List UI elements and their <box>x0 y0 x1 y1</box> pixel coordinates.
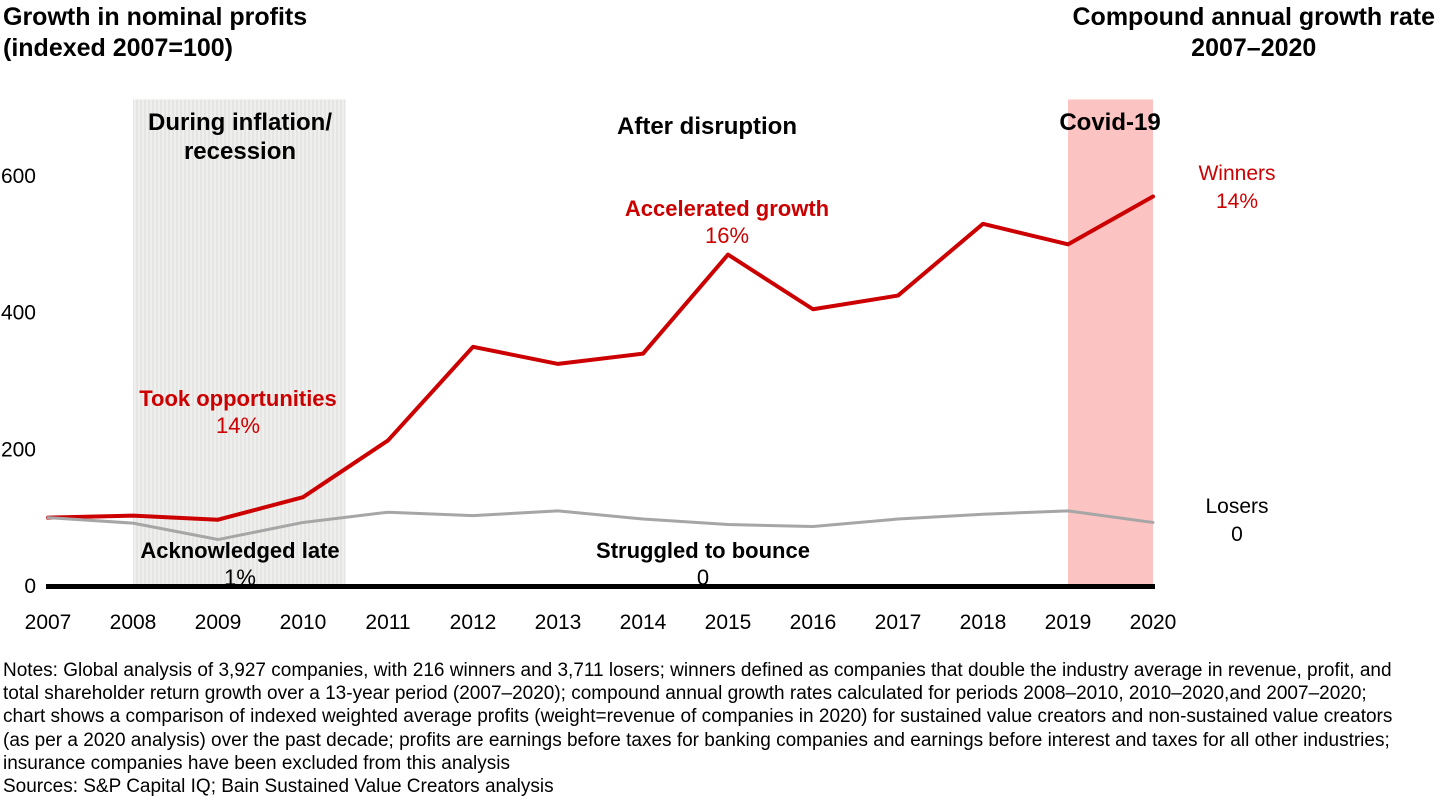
series-label-winners-name: Winners <box>1198 162 1276 185</box>
y-tick-label: 400 <box>1 302 36 325</box>
annotation-acknowledged-late: Acknowledged late 1% <box>140 537 339 591</box>
x-tick-label: 2018 <box>960 611 1007 634</box>
chart-title-right-line2: 2007–2020 <box>1191 34 1317 62</box>
series-label-losers: Losers 0 <box>1205 493 1268 549</box>
annotation-took-opportunities-label: Took opportunities <box>139 386 337 411</box>
annotation-accelerated-growth: Accelerated growth 16% <box>625 195 829 249</box>
series-label-losers-name: Losers <box>1205 495 1269 518</box>
x-axis-line <box>46 584 1155 589</box>
series-label-winners-value: 14% <box>1215 190 1259 213</box>
region-label-inflation-line1: During inflation/ <box>148 109 332 136</box>
annotation-accelerated-growth-value: 16% <box>704 223 750 248</box>
notes-line: total shareholder return growth over a 1… <box>3 683 1367 705</box>
notes-line: Notes: Global analysis of 3,927 companie… <box>3 660 1392 681</box>
series-line-winners <box>46 194 1155 522</box>
x-tick-label: 2014 <box>620 611 667 634</box>
annotation-struggled-to-bounce: Struggled to bounce 0 <box>596 537 810 591</box>
region-label-covid-19: Covid-19 <box>1059 109 1161 136</box>
annotation-struggled-to-bounce-label: Struggled to bounce <box>596 538 810 563</box>
region-label-after-disruption: After disruption <box>617 113 797 140</box>
sources-line: Sources: S&P Capital IQ; Bain Sustained … <box>3 776 554 798</box>
region-band-inflation-recession <box>133 99 346 586</box>
chart-title-right: Compound annual growth rate 2007–2020 <box>1073 2 1436 64</box>
x-tick-label: 2010 <box>280 611 327 634</box>
notes-line: insurance companies have been excluded f… <box>3 752 510 774</box>
notes-line: (as per a 2020 analysis) over the past d… <box>3 729 1390 751</box>
x-tick-label: 2012 <box>450 611 497 634</box>
notes-line: chart shows a comparison of indexed weig… <box>3 706 1393 728</box>
annotation-accelerated-growth-label: Accelerated growth <box>624 196 830 221</box>
y-tick-label: 600 <box>1 165 36 188</box>
chart-title-right-line1: Compound annual growth rate <box>1072 3 1436 31</box>
x-tick-label: 2016 <box>790 611 837 634</box>
x-tick-label: 2007 <box>25 611 72 634</box>
footer-notes: Notes: Global analysis of 3,927 companie… <box>3 659 1439 798</box>
series-label-losers-value: 0 <box>1231 523 1243 546</box>
x-tick-label: 2017 <box>875 611 922 634</box>
x-tick-label: 2020 <box>1130 611 1177 634</box>
annotation-took-opportunities-value: 14% <box>215 413 261 438</box>
y-tick-label: 0 <box>24 575 36 598</box>
region-label-inflation-recession: During inflation/ recession <box>148 108 332 166</box>
region-band-covid-19 <box>1068 99 1153 586</box>
y-tick-label: 200 <box>1 438 36 461</box>
series-label-winners: Winners 14% <box>1198 160 1275 216</box>
chart-title-left: Growth in nominal profits (indexed 2007=… <box>3 2 307 64</box>
chart-svg: 0 200 400 600 2007 2008 2009 2010 2011 2012 2013 20… <box>1 99 1177 634</box>
series-line-losers <box>46 509 1155 542</box>
x-tick-label: 2011 <box>365 611 410 634</box>
x-tick-label: 2008 <box>110 611 157 634</box>
chart-title-left-line1: Growth in nominal profits <box>3 3 308 31</box>
x-tick-label: 2013 <box>535 611 582 634</box>
annotation-took-opportunities: Took opportunities 14% <box>139 385 337 439</box>
x-tick-label: 2015 <box>705 611 752 634</box>
annotation-acknowledged-late-value: 1% <box>224 565 256 590</box>
region-label-inflation-line2: recession <box>183 138 297 165</box>
x-tick-label: 2019 <box>1045 611 1092 634</box>
annotation-acknowledged-late-label: Acknowledged late <box>140 538 340 563</box>
chart-title-left-line2: (indexed 2007=100) <box>3 34 233 62</box>
x-tick-label: 2009 <box>195 611 242 634</box>
annotation-struggled-to-bounce-value: 0 <box>696 565 710 590</box>
